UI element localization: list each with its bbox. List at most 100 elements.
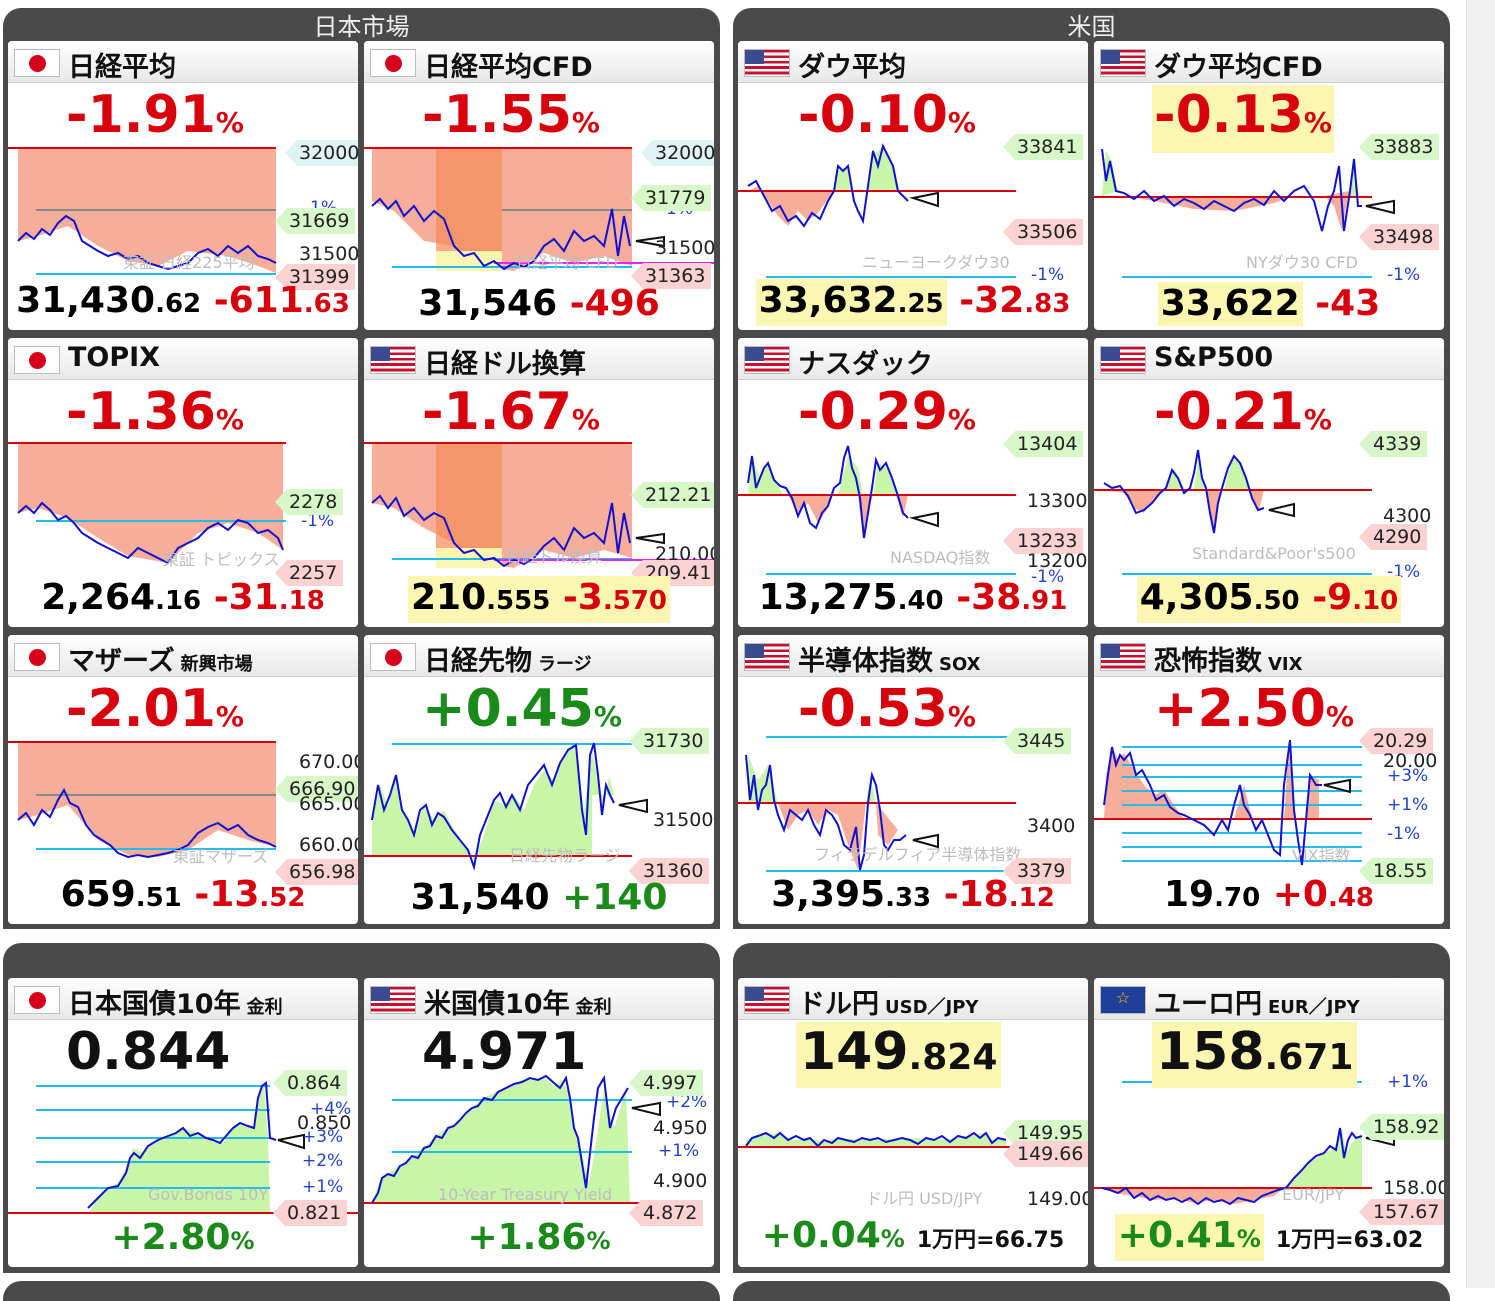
low-label: 4290 [1359, 524, 1428, 550]
scrollbar-track[interactable] [1466, 0, 1495, 1288]
chart-watermark: 日経先物ラージ [509, 846, 621, 865]
japan-flag-icon [14, 986, 60, 1014]
card-header: ドル円 USD／JPY [738, 978, 1088, 1020]
chart-watermark: ニューヨークダウ30 [862, 253, 1010, 272]
chart-jgb10 [8, 1081, 358, 1214]
low-label: 31363 [631, 263, 712, 289]
card-title: 日経先物 ラージ [424, 646, 592, 677]
card-title: 日本国債10年 金利 [68, 989, 283, 1020]
axis-tick-pct: +3% [302, 1127, 344, 1147]
chart-usdjpy [738, 1131, 1016, 1148]
chart-watermark: EUR/JPY [1282, 1185, 1345, 1204]
change-percent: -1.67% [422, 382, 600, 442]
card-header: 日経ドル換算 [364, 338, 714, 380]
card-header: S&P500 [1094, 338, 1444, 380]
card-sp500[interactable]: S&P500 -0.21% Standard&Poor's500 -1% 433… [1094, 338, 1444, 627]
axis-tick-pct: -1% [1031, 265, 1065, 285]
low-label: 149.66 [1003, 1141, 1088, 1167]
change-line: +1.86% [467, 1217, 611, 1258]
card-ust10[interactable]: 米国債10年 金利 4.971 10-Year Treasury Yield +2… [364, 978, 714, 1267]
card-header: 米国債10年 金利 [364, 978, 714, 1020]
high-label: 3445 [1003, 728, 1072, 754]
high-label: 13404 [1003, 431, 1084, 457]
card-title: 日経ドル換算 [424, 349, 586, 380]
japan-flag-icon [14, 643, 60, 671]
yield-value: 0.844 [66, 1022, 231, 1082]
change-percent: +2.50% [1154, 679, 1354, 739]
change-percent: -0.21% [1154, 382, 1332, 442]
rate-value: 149.824 [796, 1022, 1002, 1088]
low-label: 4.872 [629, 1200, 704, 1226]
card-title: 米国債10年 金利 [424, 989, 612, 1020]
price-label: 20.00 [1383, 750, 1438, 772]
card-jgb10[interactable]: 日本国債10年 金利 0.844 Gov.Bonds 10Y +4% +3% +2… [8, 978, 358, 1267]
price-label: 149.00 [1027, 1188, 1088, 1210]
price-line: 31,546 -496 [418, 283, 660, 324]
price-label: 13300 [1027, 490, 1088, 512]
price-line: 210.555 -3.570 [364, 576, 714, 623]
card-sox[interactable]: 半導体指数 SOX -0.53% フィラデルフィア半導体指数 3445 3400 … [738, 635, 1088, 924]
change-percent: +0.45% [422, 679, 622, 739]
low-label: 656.98 [275, 859, 358, 885]
change-percent: -0.10% [798, 85, 976, 145]
price-label: 0.850 [297, 1112, 352, 1134]
card-nikkei-cfd[interactable]: 日経平均CFD -1.55% 日経平均 CFD 1% 32000 31779 3… [364, 41, 714, 330]
change-line: +2.80% [111, 1217, 255, 1258]
card-header: 半導体指数 SOX [738, 635, 1088, 677]
high-label: 666.90 [275, 776, 358, 802]
card-title: ナスダック [798, 349, 933, 380]
price-line: 3,395.33 -18.12 [771, 874, 1055, 915]
low-label: 33498 [1359, 224, 1440, 250]
high-label: 31779 [631, 185, 712, 211]
chart-ust10 [364, 1074, 661, 1204]
us-flag-icon [744, 49, 790, 77]
low-label: 33506 [1003, 219, 1084, 245]
chart-eurjpy [1094, 1081, 1395, 1206]
high-label: 0.864 [273, 1070, 348, 1096]
card-nasdaq[interactable]: ナスダック -0.29% NASDAQ指数 -1% 13404 13300 13… [738, 338, 1088, 627]
chart-topix [8, 442, 286, 565]
price-label: 4300 [1383, 505, 1432, 527]
card-topix[interactable]: TOPIX -1.36% 東証 トピックス -1% 2278 2257 2,26… [8, 338, 358, 627]
low-label: 3379 [1003, 858, 1072, 884]
chart-sox [738, 736, 1016, 872]
price-label: 13200 [1027, 550, 1088, 572]
price-label: 670.00 [299, 751, 358, 773]
chart-watermark: VIX指数 [1292, 846, 1351, 865]
change-percent: -0.53% [798, 679, 976, 739]
card-header: 恐怖指数 VIX [1094, 635, 1444, 677]
price-line: 2,264.16 -31.18 [41, 577, 325, 618]
card-usdjpy[interactable]: ドル円 USD／JPY 149.824 ドル円 USD/JPY 149.95 14… [738, 978, 1088, 1267]
chart-watermark: 日経ドル換算 [506, 547, 603, 566]
axis-tick-pct: -1% [1387, 824, 1421, 844]
price-line: 4,305.50 -9.10 [1094, 576, 1444, 623]
low-label: 157.67 [1359, 1199, 1444, 1225]
card-dow[interactable]: ダウ平均 -0.10% ニューヨークダウ30 -1% 33841 33506 3… [738, 41, 1088, 330]
chart-nikkei-cfd [364, 147, 714, 271]
high-label: 4.997 [629, 1070, 704, 1096]
price-line: 31,430.62 -611.63 [16, 280, 350, 321]
card-header: ダウ平均CFD [1094, 41, 1444, 83]
card-title: ダウ平均 [798, 52, 906, 83]
price-label: 665.00 [299, 793, 358, 815]
axis-tick-pct: -1% [1387, 265, 1421, 285]
high-label: 33841 [1003, 134, 1084, 160]
axis-tick-pct: -1% [1031, 567, 1065, 587]
high-label: 31730 [629, 728, 710, 754]
price-label: 32000 [285, 140, 358, 166]
card-title: ダウ平均CFD [1154, 52, 1323, 83]
rate-value: 158.671 [1152, 1022, 1358, 1088]
axis-tick-pct: +1% [302, 1177, 344, 1197]
yield-value: 4.971 [422, 1022, 587, 1082]
price-line: 31,540 +140 [410, 877, 668, 918]
chart-watermark: 東証 日経225平均 [123, 253, 255, 272]
card-nikkei[interactable]: 日経平均 -1.91% 東証 日経225平均 1% 32000 31669 31… [8, 41, 358, 330]
card-nikkei-usd[interactable]: 日経ドル換算 -1.67% 日経ドル換算 212.21 210.00 209.4… [364, 338, 714, 627]
card-nikkei-futures[interactable]: 日経先物 ラージ +0.45% 日経先物ラージ 31730 31500 31360… [364, 635, 714, 924]
card-vix[interactable]: 恐怖指数 VIX +2.50% VIX指数 +3% +1% -1% 20.29 2… [1094, 635, 1444, 924]
card-title: ユーロ円 EUR／JPY [1154, 989, 1360, 1020]
card-dow-cfd[interactable]: ダウ平均CFD -0.13% NYダウ30 CFD -1% 33883 3349… [1094, 41, 1444, 330]
change-percent: -0.29% [798, 382, 976, 442]
